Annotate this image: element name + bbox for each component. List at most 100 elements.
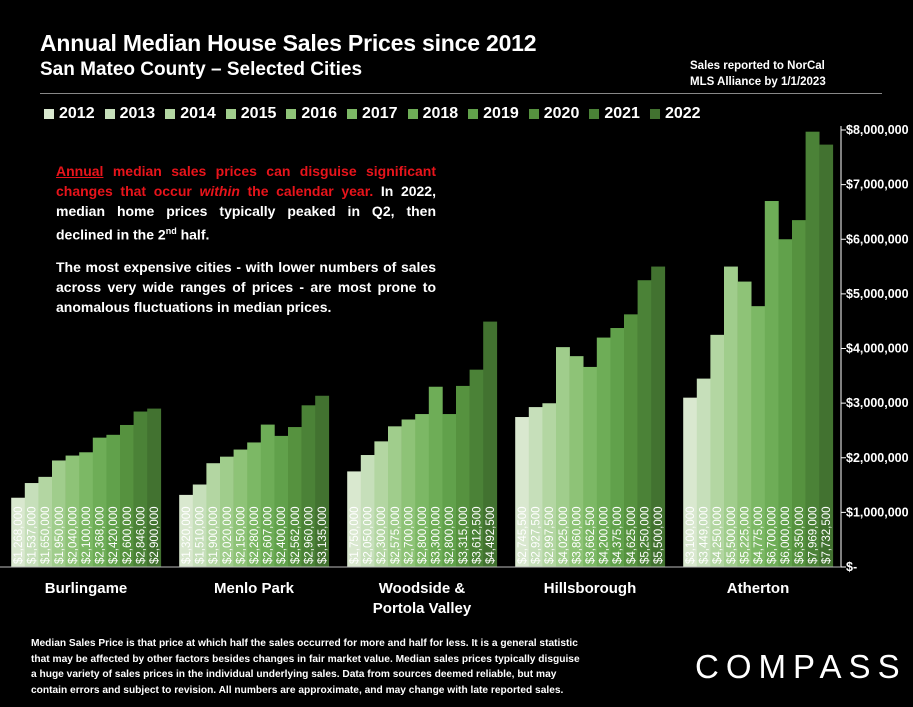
bar-value-label: $1,650,000 (40, 506, 52, 564)
legend-label-2022: 2022 (664, 105, 701, 122)
legend-label-2015: 2015 (240, 105, 277, 122)
bar-value-label: $3,449,000 (699, 506, 711, 564)
bar-value-label: $1,537,000 (27, 506, 39, 564)
bar-2020 (288, 427, 302, 567)
footnote: Median Sales Price is that price at whic… (31, 636, 651, 698)
bar-value-label: $2,745,500 (517, 506, 529, 564)
annotation-expensive-cities: The most expensive cities - with lower n… (56, 259, 436, 315)
bar-2016 (233, 449, 248, 567)
bar-value-label: $6,700,000 (767, 506, 779, 564)
bar-2012 (347, 471, 362, 567)
bar-2017 (415, 414, 430, 567)
bar-value-label: $6,000,000 (780, 506, 792, 564)
footnote-line-4: contain errors and subject to revision. … (31, 684, 564, 696)
legend-item-2018: 2018 (407, 105, 459, 123)
bar-value-label: $4,625,000 (626, 506, 638, 564)
category-label: Woodside & (379, 580, 466, 597)
bar-2017 (247, 442, 262, 567)
annotation-red-text-b: the calendar year. (239, 183, 374, 199)
legend-label-2016: 2016 (301, 105, 337, 122)
bar-2019 (106, 434, 121, 567)
annotation-red-italic: within (199, 183, 240, 199)
bar-value-label: $1,510,000 (195, 506, 207, 564)
bar-2021 (805, 131, 820, 568)
footnote-line-1: Median Sales Price is that price at whic… (31, 638, 578, 649)
y-tick-label: $7,000,000 (846, 178, 909, 192)
legend-swatch-2013 (104, 109, 115, 119)
bar-2020 (120, 424, 134, 567)
bar-2020 (456, 385, 470, 567)
bar-2015 (388, 426, 402, 567)
legend-swatch-2020 (528, 109, 539, 119)
legend-item-2016: 2016 (286, 105, 337, 123)
bar-2020 (792, 220, 806, 567)
bar-value-label: $2,800,000 (444, 506, 456, 564)
bar-2016 (569, 356, 584, 567)
legend-label-2017: 2017 (361, 105, 398, 122)
source-line-2: MLS Alliance by 1/1/2023 (690, 76, 826, 88)
y-tick-label: $2,000,000 (846, 451, 909, 465)
category-label: Portola Valley (373, 600, 472, 617)
bar-value-label: $4,200,000 (599, 506, 611, 564)
bar-value-label: $4,375,000 (612, 506, 624, 564)
bar-2019 (442, 414, 457, 567)
bar-value-label: $4,250,000 (712, 506, 724, 564)
bar-2016 (65, 455, 80, 567)
bar-value-label: $5,225,000 (739, 506, 751, 564)
bar-2018 (596, 337, 611, 567)
bar-2021 (301, 405, 316, 567)
chart-subtitle: San Mateo County – Selected Cities (40, 59, 363, 80)
legend-item-2022: 2022 (649, 105, 701, 123)
bar-2014 (710, 334, 725, 567)
bar-2014 (542, 403, 557, 567)
bar-value-label: $2,300,000 (376, 506, 388, 564)
bar-value-label: $2,040,000 (67, 506, 79, 564)
legend-label-2014: 2014 (180, 105, 216, 122)
category-label: Burlingame (45, 580, 128, 597)
legend-swatch-2015 (225, 109, 236, 119)
annotation-white-text-b: half. (176, 226, 210, 243)
bar-2016 (737, 281, 752, 567)
bar-value-label: $2,700,000 (403, 506, 415, 564)
bar-2019 (778, 239, 793, 567)
bar-value-label: $4,492,500 (485, 506, 497, 564)
bar-value-label: $1,950,000 (54, 506, 66, 564)
bar-2012 (515, 417, 530, 567)
legend-item-2015: 2015 (225, 105, 277, 123)
bar-2022 (147, 408, 162, 567)
bar-value-label: $2,900,000 (149, 506, 161, 564)
bar-2013 (192, 484, 207, 567)
bar-2021 (133, 411, 148, 567)
bar-2014 (38, 476, 53, 567)
bar-value-label: $2,020,000 (222, 506, 234, 564)
footnote-line-2: that may be affected by other factors be… (31, 653, 580, 665)
legend-item-2014: 2014 (165, 105, 216, 123)
bar-value-label: $2,575,000 (390, 506, 402, 564)
bar-value-label: $2,150,000 (235, 506, 247, 564)
bar-value-label: $1,320,000 (181, 506, 193, 564)
legend-label-2012: 2012 (59, 105, 95, 122)
y-tick-label: $6,000,000 (846, 232, 909, 246)
legend-item-2019: 2019 (468, 105, 519, 123)
bar-2015 (220, 456, 234, 567)
y-tick-label: $1,000,000 (846, 505, 909, 519)
bar-value-label: $5,500,000 (653, 506, 665, 564)
bar-2017 (79, 452, 94, 567)
annotation-intra-year: Annual median sales prices can disguise … (56, 161, 436, 245)
annotation-red-underlined: Annual (56, 163, 104, 179)
bar-value-label: $2,100,000 (81, 506, 93, 564)
bar-2014 (374, 441, 389, 567)
bar-value-label: $3,860,000 (571, 506, 583, 564)
bar-2013 (696, 378, 711, 567)
annotation-white-text-a: In 2022, median home prices typically pe… (56, 183, 436, 243)
bar-2019 (610, 328, 625, 567)
legend-label-2018: 2018 (422, 105, 459, 122)
bar-2013 (528, 407, 543, 567)
bar-2015 (52, 460, 66, 567)
bar-2017 (751, 306, 766, 567)
source-note: Sales reported to NorCal MLS Alliance by… (690, 58, 850, 90)
bar-2013 (24, 483, 39, 567)
bar-2019 (274, 435, 289, 567)
bar-2022 (315, 395, 330, 567)
